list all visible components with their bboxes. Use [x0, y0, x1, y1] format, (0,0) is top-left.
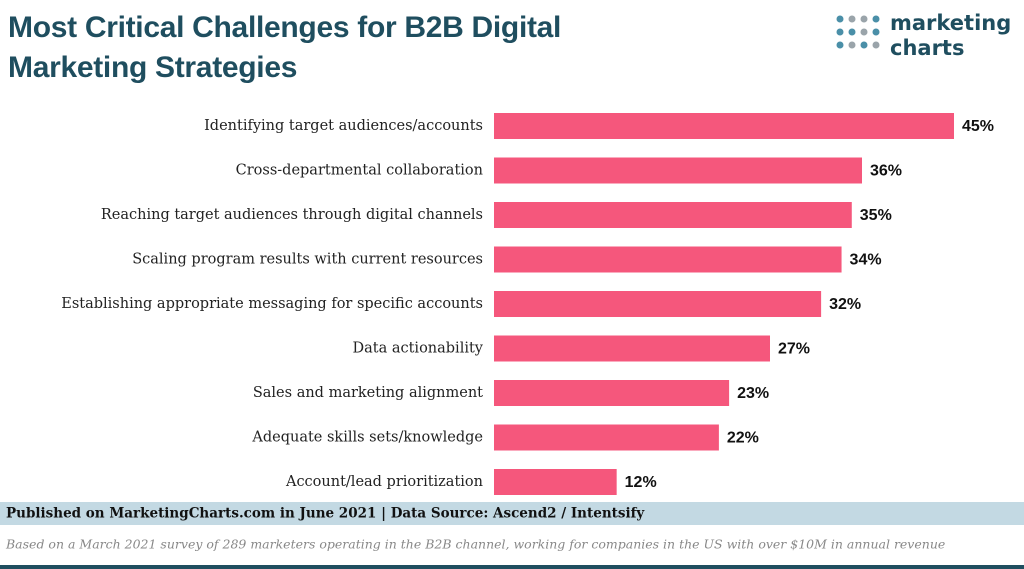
category-label: Cross-departmental collaboration	[236, 163, 483, 179]
source: Published on MarketingCharts.com in June…	[6, 506, 645, 522]
chart-title: Most Critical Challenges for B2B Digital…	[8, 11, 562, 84]
bar	[494, 291, 822, 317]
bar	[494, 335, 770, 362]
bottom-border	[0, 565, 1024, 569]
bar	[494, 202, 852, 228]
category-label: Identifying target audiences/accounts	[204, 118, 483, 134]
value-label: 45%	[962, 118, 994, 135]
bar	[494, 157, 862, 184]
bar	[494, 246, 842, 273]
value-label: 35%	[860, 207, 892, 224]
bar	[494, 424, 719, 451]
category-label: Account/lead prioritization	[285, 474, 483, 490]
bar	[494, 113, 954, 139]
source-band	[0, 502, 1024, 525]
category-label: Sales and marketing alignment	[253, 385, 483, 401]
note: Based on a March 2021 survey of 289 mark…	[5, 537, 945, 552]
logo-text: charts	[890, 36, 964, 60]
bar	[494, 469, 617, 495]
value-label: 12%	[625, 474, 657, 491]
value-label: 32%	[829, 296, 861, 313]
value-label: 34%	[850, 252, 882, 269]
value-label: 23%	[737, 385, 769, 402]
category-label: Establishing appropriate messaging for s…	[61, 296, 483, 312]
logo-dots	[836, 15, 880, 49]
category-label: Data actionability	[352, 341, 483, 357]
category-label: Scaling program results with current res…	[132, 252, 483, 268]
value-label: 27%	[778, 341, 810, 358]
value-label: 36%	[870, 163, 902, 180]
category-label: Reaching target audiences through digita…	[101, 207, 483, 223]
logo-text: marketing	[890, 11, 1011, 35]
value-label: 22%	[727, 430, 759, 447]
bar	[494, 380, 730, 406]
category-label: Adequate skills sets/knowledge	[251, 430, 483, 446]
